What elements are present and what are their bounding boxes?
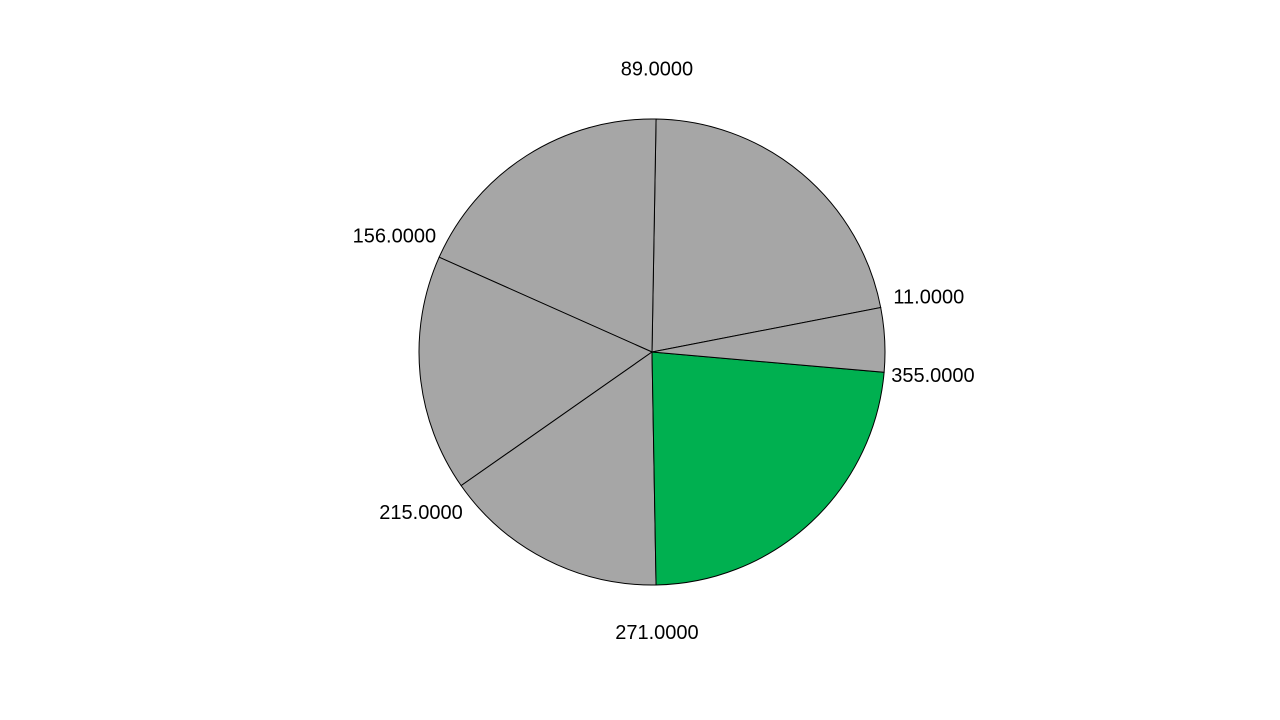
value-label: 11.0000 — [893, 286, 964, 308]
pie-slice — [651, 306, 886, 373]
value-label: 89.0000 — [621, 58, 693, 80]
value-label: 156.0000 — [353, 226, 436, 248]
pie-slice — [460, 351, 657, 586]
pie-slice — [651, 351, 885, 586]
value-label: 271.0000 — [615, 622, 698, 644]
value-label: 215.0000 — [379, 502, 462, 524]
value-label: 355.0000 — [891, 365, 974, 387]
pie-slice — [418, 256, 654, 487]
pie-slice — [438, 118, 657, 353]
pie-slice — [651, 118, 882, 353]
